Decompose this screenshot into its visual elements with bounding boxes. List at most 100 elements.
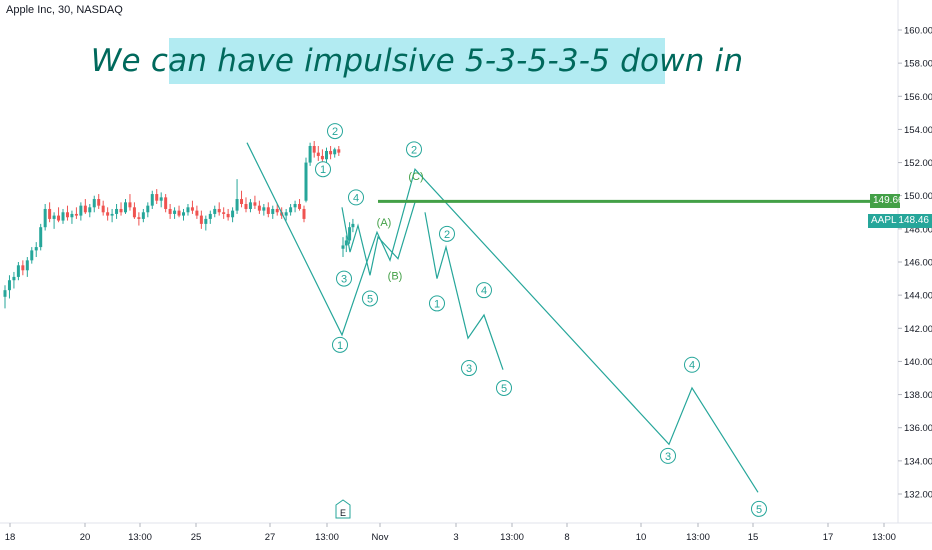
symbol-title: Apple Inc, 30, NASDAQ <box>6 4 123 16</box>
x-tick-label: 13:00 <box>872 532 896 543</box>
candle-body <box>190 207 194 211</box>
wave-label-circle <box>660 447 676 464</box>
price-axis[interactable]: 160.00 158.00 156.00 154.00 152.00 150.00 148.… <box>898 26 932 501</box>
candle-body <box>164 197 168 209</box>
candle-body <box>348 227 352 241</box>
wave-label-text: 1 <box>337 340 343 352</box>
earnings-marker-shape <box>335 499 351 519</box>
candle-body <box>110 213 114 216</box>
y-tick-label: 158.00 <box>904 59 932 70</box>
candle-body <box>208 213 212 219</box>
candle-body <box>43 208 47 228</box>
wave-label-text: 5 <box>501 383 507 395</box>
y-tick-label: 156.00 <box>904 92 932 103</box>
wave-label[interactable]: 4 <box>684 356 700 373</box>
candle-body <box>146 205 150 213</box>
wave-label[interactable]: (B) <box>388 270 403 282</box>
annotation-box[interactable]: We can have impulsive 5-3-5-3-5 down in <box>91 38 743 84</box>
candle-body <box>289 207 293 213</box>
wave-label-text: 4 <box>481 285 487 297</box>
candle-body <box>235 199 239 211</box>
wave-label-text: (C) <box>408 171 423 183</box>
wave-label-text: 3 <box>341 274 347 286</box>
wave-label[interactable]: 3 <box>336 270 352 287</box>
candle-body <box>298 204 302 209</box>
x-tick-label: 10 <box>636 532 647 543</box>
time-axis[interactable]: 18 20 13:00 25 27 13:00 Nov 3 13:00 8 10 13:00 15 17 1… <box>5 523 896 543</box>
candle-body <box>312 146 316 153</box>
candle-body <box>101 205 105 213</box>
wave-path <box>246 142 759 493</box>
candle-body <box>119 208 123 213</box>
wave-label[interactable]: 1 <box>429 295 445 312</box>
candle-body <box>159 197 163 201</box>
candle-body <box>351 223 355 228</box>
wave-label[interactable]: 2 <box>327 123 343 140</box>
y-tick-label: 142.00 <box>904 324 932 335</box>
wave-label[interactable]: 2 <box>406 141 422 158</box>
wave-label[interactable]: 2 <box>439 225 455 242</box>
candle-body <box>12 276 16 281</box>
wave-label[interactable]: 5 <box>496 379 512 396</box>
candle-body <box>3 290 7 297</box>
y-tick-label: 136.00 <box>904 423 932 434</box>
candle-body <box>52 215 56 219</box>
candle-body <box>132 207 136 218</box>
candle-body <box>182 212 186 216</box>
wave-label[interactable]: 3 <box>660 447 676 464</box>
wave-label-circle <box>362 290 378 307</box>
wave-label[interactable]: (C) <box>408 171 423 183</box>
wave-label[interactable]: 4 <box>476 282 492 299</box>
earnings-marker[interactable]: E <box>335 499 351 519</box>
candle-body <box>308 146 312 163</box>
wave-label[interactable]: 5 <box>362 290 378 307</box>
candle-body <box>150 194 154 206</box>
candle-body <box>70 213 74 218</box>
wave-label[interactable]: (A) <box>377 217 392 229</box>
wave-label[interactable]: 4 <box>348 189 364 206</box>
candle-body <box>16 265 20 277</box>
x-tick-label: 25 <box>191 532 202 543</box>
candle-body <box>204 218 208 224</box>
wave-label[interactable]: 3 <box>461 360 477 377</box>
candle-body <box>88 207 92 213</box>
candle-body <box>57 215 61 221</box>
candle-body <box>271 208 275 214</box>
wave-label-text: 3 <box>466 363 472 375</box>
candle-body <box>222 212 226 214</box>
x-tick-label: 15 <box>748 532 759 543</box>
candle-body <box>253 202 257 206</box>
x-tick-label: Nov <box>372 532 389 543</box>
candle-body <box>244 204 248 209</box>
candle-body <box>195 210 199 216</box>
x-tick-label: 17 <box>823 532 834 543</box>
resistance-price-label: 149.66 <box>873 195 904 207</box>
candle-body <box>226 213 230 218</box>
resistance-price-tag: 149.66 <box>870 194 904 209</box>
candle-body <box>186 207 190 213</box>
candle-body <box>257 205 261 211</box>
wave-path <box>341 202 416 276</box>
wave-label-text: 5 <box>367 293 373 305</box>
wave-label[interactable]: 5 <box>751 500 767 517</box>
candle-body <box>325 150 328 160</box>
y-tick-label: 160.00 <box>904 26 932 37</box>
candle-body <box>30 250 34 261</box>
wave-label-text: 5 <box>756 504 762 516</box>
candle-body <box>284 212 288 216</box>
wave-label-circle <box>684 356 700 373</box>
candle-body <box>341 245 345 249</box>
candle-body <box>293 204 297 208</box>
x-tick-label: 27 <box>265 532 276 543</box>
candle-body <box>83 205 87 213</box>
candle-body <box>137 217 141 219</box>
candle-body <box>61 212 65 221</box>
candle-body <box>266 207 270 214</box>
wave-label[interactable]: 1 <box>315 161 331 178</box>
x-tick-label: 8 <box>564 532 569 543</box>
earnings-marker-text: E <box>340 508 346 518</box>
wave-label[interactable]: 1 <box>332 336 348 353</box>
last-price-symbol: AAPL <box>871 215 897 227</box>
candle-body <box>168 208 172 214</box>
